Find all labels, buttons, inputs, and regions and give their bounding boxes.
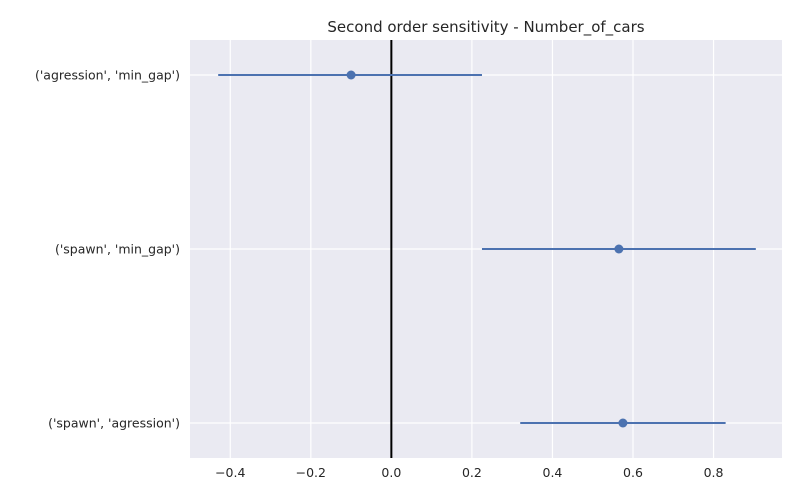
- x-tick-label: 0.2: [462, 465, 482, 480]
- point-estimate: [618, 418, 628, 428]
- point-estimate: [614, 244, 624, 254]
- x-tick-label: 0.4: [543, 465, 563, 480]
- category-labels: ('agression', 'min_gap') ('spawn', 'min_g…: [35, 68, 180, 431]
- point-estimate: [346, 70, 356, 80]
- category-label: ('spawn', 'agression'): [48, 416, 180, 431]
- x-tick-label: 0.6: [623, 465, 643, 480]
- category-label: ('agression', 'min_gap'): [35, 68, 180, 83]
- x-tick-label: −0.2: [296, 465, 326, 480]
- category-label: ('spawn', 'min_gap'): [55, 242, 180, 257]
- x-tick-label: 0.0: [381, 465, 401, 480]
- x-tick-label: −0.4: [215, 465, 245, 480]
- error-bar-series: [218, 70, 756, 428]
- chart-title: Second order sensitivity - Number_of_car…: [327, 18, 644, 37]
- x-tick-labels: −0.4 −0.2 0.0 0.2 0.4 0.6 0.8: [215, 465, 723, 480]
- x-tick-label: 0.8: [704, 465, 724, 480]
